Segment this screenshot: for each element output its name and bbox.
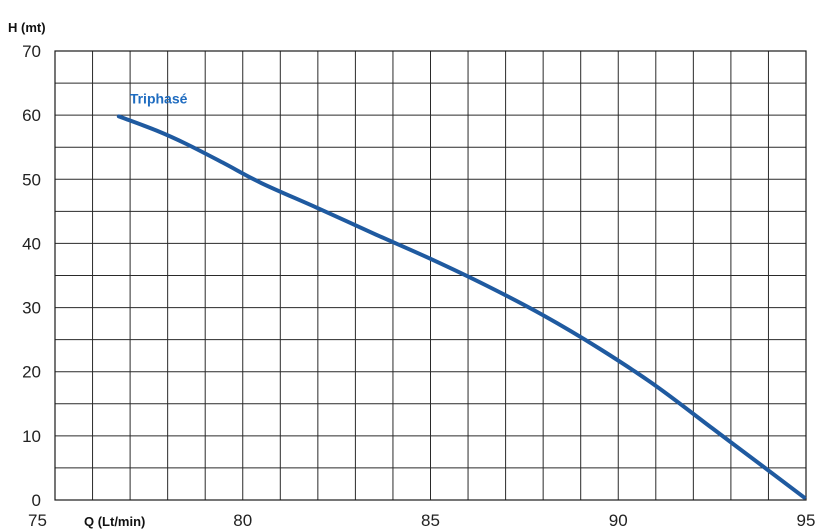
x-tick-label: 95 (797, 511, 816, 530)
y-tick-label: 40 (22, 234, 41, 253)
x-tick-label: 85 (421, 511, 440, 530)
x-tick-label: 75 (28, 511, 47, 530)
series-layer: Triphasé (116, 90, 807, 500)
grid (55, 51, 806, 500)
series-label: Triphasé (130, 90, 188, 106)
y-tick-label: 30 (22, 299, 41, 318)
y-tick-label: 60 (22, 106, 41, 125)
y-tick-label: 10 (22, 427, 41, 446)
x-tick-label: 90 (609, 511, 628, 530)
y-tick-label: 0 (32, 491, 41, 510)
series-line (116, 114, 807, 500)
y-axis-title: H (mt) (8, 20, 46, 35)
x-axis-title: Q (Lt/min) (84, 514, 145, 529)
y-tick-label: 20 (22, 363, 41, 382)
x-tick-labels: 75 80 85 90 95 (28, 511, 815, 530)
y-tick-label: 70 (22, 42, 41, 61)
plot-frame (54, 50, 807, 501)
y-tick-labels: 0 10 20 30 40 50 60 70 (22, 42, 41, 510)
x-tick-label: 80 (233, 511, 252, 530)
y-tick-label: 50 (22, 170, 41, 189)
